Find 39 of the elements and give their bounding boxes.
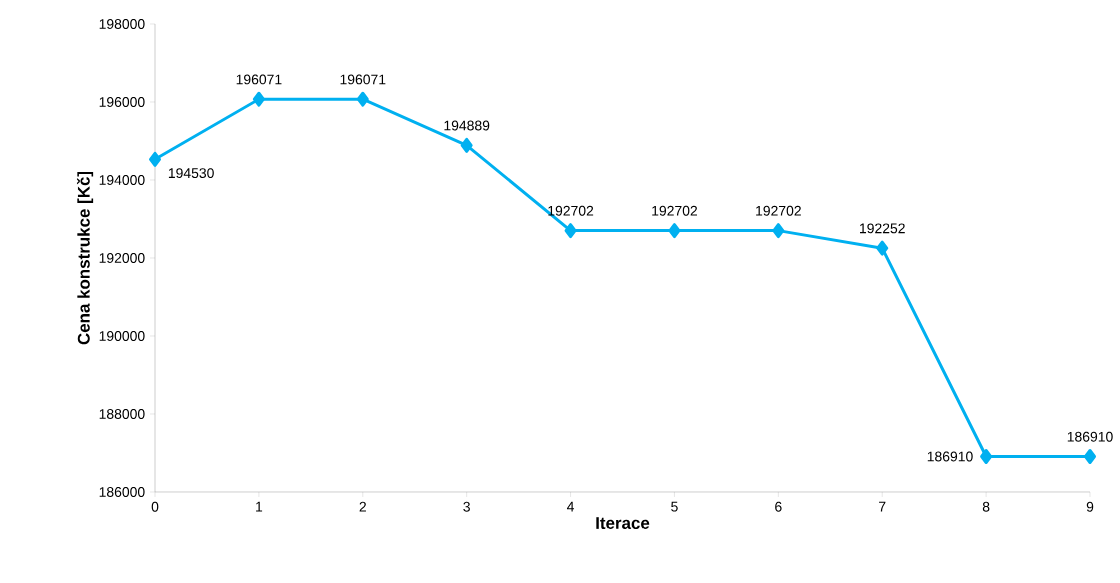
data-label: 194530 (168, 168, 214, 179)
x-tick-label: 2 (359, 501, 366, 512)
y-axis-title: Cena konstrukce [Kč] (76, 171, 94, 345)
y-tick-label: 196000 (99, 97, 145, 107)
data-label: 192702 (756, 205, 801, 216)
point (356, 91, 369, 107)
x-tick-label: 3 (463, 501, 470, 512)
point (876, 240, 889, 256)
y-tick-label: 188000 (99, 409, 145, 419)
data-label: 196071 (340, 74, 386, 85)
data-label: 192702 (652, 205, 698, 216)
x-tick-label: 8 (982, 501, 990, 512)
x-tick-label: 7 (879, 501, 886, 512)
point (252, 91, 265, 107)
data-label: 186910 (927, 451, 973, 462)
x-tick-label: 4 (567, 501, 575, 512)
data-label: 186910 (1067, 431, 1113, 442)
x-tick-label: 5 (671, 501, 678, 512)
data-label: 192252 (860, 223, 905, 234)
x-axis-title: Iterace (596, 517, 650, 530)
point (1084, 449, 1096, 464)
y-tick-label: 198000 (99, 19, 145, 29)
x-tick-label: 9 (1086, 501, 1094, 512)
point (149, 151, 162, 167)
point (668, 223, 681, 239)
point (980, 449, 993, 464)
x-tick-label: 6 (775, 501, 782, 512)
y-tick-label: 190000 (99, 331, 145, 341)
point (460, 137, 473, 153)
y-tick-label: 194000 (99, 175, 145, 185)
point (564, 223, 577, 239)
point (772, 223, 785, 239)
data-label: 194889 (444, 120, 490, 131)
x-tick-label: 0 (151, 501, 159, 512)
data-label: 196071 (236, 74, 282, 85)
data-label: 192702 (548, 205, 594, 216)
x-tick-label: 1 (256, 501, 263, 512)
y-tick-label: 186000 (99, 487, 145, 497)
y-tick-label: 192000 (99, 253, 145, 263)
